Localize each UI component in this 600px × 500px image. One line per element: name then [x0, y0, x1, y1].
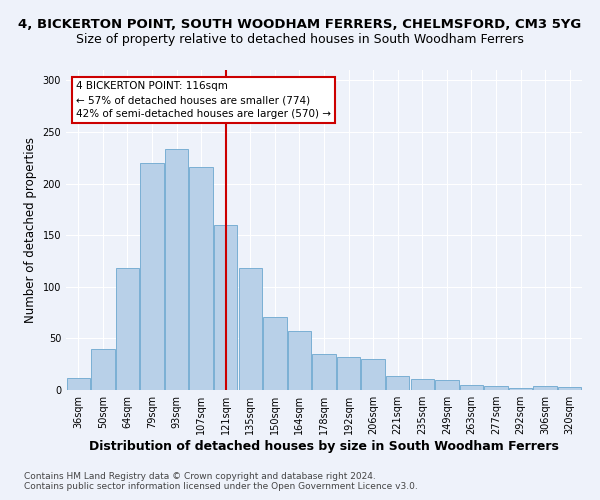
Bar: [214, 225, 238, 390]
Bar: [91, 348, 115, 390]
Bar: [460, 385, 483, 390]
Bar: [337, 357, 360, 390]
Text: Size of property relative to detached houses in South Woodham Ferrers: Size of property relative to detached ho…: [76, 32, 524, 46]
Bar: [190, 167, 213, 390]
Text: 4 BICKERTON POINT: 116sqm
← 57% of detached houses are smaller (774)
42% of semi: 4 BICKERTON POINT: 116sqm ← 57% of detac…: [76, 81, 331, 119]
Y-axis label: Number of detached properties: Number of detached properties: [24, 137, 37, 323]
Bar: [435, 380, 458, 390]
Bar: [558, 387, 581, 390]
Text: Contains HM Land Registry data © Crown copyright and database right 2024.: Contains HM Land Registry data © Crown c…: [24, 472, 376, 481]
Bar: [410, 378, 434, 390]
Bar: [509, 388, 532, 390]
Bar: [533, 386, 557, 390]
Bar: [361, 359, 385, 390]
Bar: [386, 376, 409, 390]
Bar: [288, 331, 311, 390]
Bar: [239, 268, 262, 390]
Bar: [263, 316, 287, 390]
Bar: [140, 163, 164, 390]
Text: Contains public sector information licensed under the Open Government Licence v3: Contains public sector information licen…: [24, 482, 418, 491]
Bar: [116, 268, 139, 390]
X-axis label: Distribution of detached houses by size in South Woodham Ferrers: Distribution of detached houses by size …: [89, 440, 559, 453]
Text: 4, BICKERTON POINT, SOUTH WOODHAM FERRERS, CHELMSFORD, CM3 5YG: 4, BICKERTON POINT, SOUTH WOODHAM FERRER…: [19, 18, 581, 30]
Bar: [484, 386, 508, 390]
Bar: [165, 150, 188, 390]
Bar: [313, 354, 335, 390]
Bar: [67, 378, 90, 390]
